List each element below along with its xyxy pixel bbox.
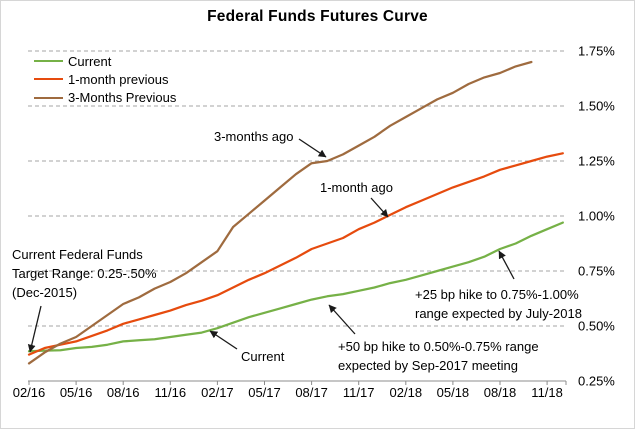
y-tick-label: 1.00% [578, 208, 615, 224]
series-line-1-month-previous [27, 152, 564, 356]
series-line-3-months-previous [27, 60, 533, 365]
annotation-one-month-ago: 1-month ago [320, 180, 393, 195]
x-tick-label: 05/16 [59, 385, 93, 400]
arrow-50bp [328, 304, 356, 335]
arrow-25bp [498, 250, 515, 280]
x-tick-label: 11/18 [531, 385, 563, 400]
x-tick-label: 05/18 [436, 385, 470, 400]
chart-title: Federal Funds Futures Curve [207, 8, 428, 25]
legend-swatch-three-months-previous [34, 96, 63, 99]
arrow-current [209, 330, 238, 350]
legend-label: 3-Months Previous [68, 90, 177, 106]
y-tick-label: 1.25% [578, 153, 615, 169]
y-tick-label: 0.75% [578, 263, 615, 279]
legend-label: 1-month previous [68, 71, 169, 87]
legend-swatch-one-month-previous [34, 78, 63, 81]
legend-label: Current [68, 53, 112, 69]
arrow-target-range [27, 305, 42, 353]
annotation-arrows [27, 138, 515, 353]
x-axis [28, 380, 567, 385]
y-tick-label: 0.25% [578, 373, 615, 389]
x-tick-label: 02/16 [12, 385, 46, 400]
y-tick-label: 0.50% [578, 318, 615, 334]
legend-item-three-months-previous: 3-Months Previous [34, 89, 176, 107]
legend-item-current: Current [34, 52, 176, 70]
x-tick-label: 11/16 [154, 385, 187, 400]
x-tick-label: 11/17 [342, 385, 375, 400]
y-tick-label: 1.50% [578, 98, 615, 114]
annotation-three-months-ago: 3-months ago [214, 129, 294, 144]
legend-swatch-current [34, 60, 63, 63]
arrow-three-months [298, 138, 327, 158]
legend-item-one-month-previous: 1-month previous [34, 70, 176, 88]
y-tick-label: 1.75% [578, 43, 615, 59]
annotation-current: Current [241, 349, 285, 364]
x-tick-label: 08/18 [483, 385, 517, 400]
annotation-target-range: Current Federal Funds Target Range: 0.25… [12, 247, 157, 300]
x-tick-label: 05/17 [248, 385, 281, 400]
gridlines [28, 50, 566, 327]
arrow-one-month [370, 197, 389, 218]
x-tick-label: 08/17 [295, 385, 328, 400]
annotation-25bp-hike: +25 bp hike to 0.75%-1.00% range expecte… [415, 287, 582, 321]
series-line-current [27, 221, 564, 353]
annotation-50bp-hike: +50 bp hike to 0.50%-0.75% range expecte… [338, 339, 539, 373]
legend: Current 1-month previous 3-Months Previo… [34, 52, 176, 107]
x-tick-label: 02/18 [389, 385, 423, 400]
x-tick-label: 08/16 [106, 385, 140, 400]
series-lines [27, 60, 564, 365]
x-tick-label: 02/17 [201, 385, 234, 400]
